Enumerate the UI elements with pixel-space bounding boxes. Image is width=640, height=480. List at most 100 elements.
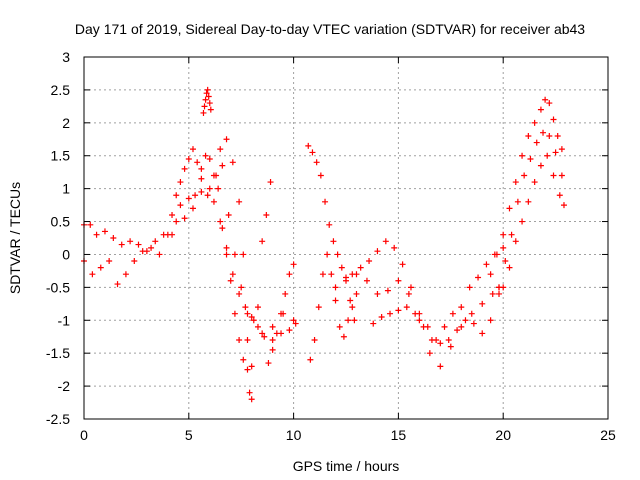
y-tick-label: 0 xyxy=(62,246,70,262)
series-track-n xyxy=(496,129,565,297)
data-point xyxy=(500,244,507,251)
data-point xyxy=(244,337,251,344)
data-point xyxy=(454,327,461,334)
x-tick-label: 20 xyxy=(495,427,511,443)
data-point xyxy=(334,251,341,258)
data-point xyxy=(560,202,567,209)
data-point xyxy=(317,172,324,179)
data-point xyxy=(238,284,245,291)
data-point xyxy=(405,290,412,297)
data-point xyxy=(343,274,349,281)
data-point xyxy=(148,244,155,251)
data-point xyxy=(207,106,214,113)
data-point xyxy=(93,231,100,238)
data-point xyxy=(387,310,394,317)
data-point xyxy=(378,313,385,320)
data-point xyxy=(374,290,381,297)
series-track-a xyxy=(81,175,299,344)
data-point xyxy=(177,179,184,186)
data-point xyxy=(290,261,297,268)
y-tick-label: 3 xyxy=(62,49,70,65)
x-tick-label: 5 xyxy=(185,427,193,443)
data-point xyxy=(189,205,196,212)
data-point xyxy=(206,185,213,192)
data-point xyxy=(319,271,326,278)
data-point xyxy=(537,162,544,169)
data-point xyxy=(531,119,538,126)
data-point xyxy=(181,215,188,222)
data-point xyxy=(223,251,230,258)
data-point xyxy=(110,235,117,241)
data-point xyxy=(349,304,356,311)
y-tick-label: -1 xyxy=(58,312,71,328)
data-point xyxy=(198,175,205,182)
series-track-l xyxy=(370,284,503,347)
data-point xyxy=(519,152,526,159)
data-point xyxy=(487,271,494,278)
data-point xyxy=(544,152,551,159)
data-point xyxy=(89,271,96,278)
data-point xyxy=(447,343,454,350)
data-point xyxy=(194,159,201,166)
data-point xyxy=(269,337,276,344)
x-axis-title: GPS time / hours xyxy=(293,458,400,474)
data-point xyxy=(87,221,94,228)
data-point xyxy=(282,290,289,297)
data-point xyxy=(353,290,360,297)
series-track-o xyxy=(500,152,567,291)
x-tick-label: 15 xyxy=(391,427,407,443)
data-point xyxy=(313,159,320,166)
data-point xyxy=(426,350,433,357)
data-point xyxy=(546,132,553,139)
data-point xyxy=(248,313,255,320)
data-point xyxy=(540,129,547,136)
data-point xyxy=(219,225,226,232)
data-point xyxy=(533,139,540,146)
y-tick-label: -2.5 xyxy=(46,411,70,427)
data-point xyxy=(437,340,444,347)
data-point xyxy=(267,179,274,186)
data-point xyxy=(506,205,513,212)
data-point xyxy=(407,284,414,291)
data-point xyxy=(403,304,410,311)
data-point xyxy=(550,116,557,123)
data-point xyxy=(351,317,358,324)
data-point xyxy=(466,284,473,291)
series-track-k xyxy=(332,271,503,370)
data-point xyxy=(114,281,121,288)
data-point xyxy=(537,106,544,113)
data-point xyxy=(203,90,210,97)
series-track-g xyxy=(265,261,297,367)
data-point xyxy=(127,238,134,245)
data-point xyxy=(152,238,159,245)
data-point xyxy=(336,323,343,330)
data-point xyxy=(531,179,538,186)
data-point xyxy=(506,264,513,271)
data-point xyxy=(493,251,500,258)
data-point xyxy=(169,211,176,218)
data-point xyxy=(177,202,184,209)
y-tick-label: 2.5 xyxy=(51,82,71,98)
data-point xyxy=(210,198,217,205)
data-point xyxy=(357,264,364,271)
data-point xyxy=(552,149,559,156)
data-point xyxy=(259,330,266,337)
data-point xyxy=(181,165,188,172)
y-tick-label: 0.5 xyxy=(51,214,71,230)
data-point xyxy=(508,231,515,238)
data-point xyxy=(286,327,293,334)
data-point xyxy=(156,251,163,258)
x-tick-label: 0 xyxy=(80,427,88,443)
data-point xyxy=(240,251,247,258)
data-point xyxy=(479,300,486,307)
data-point xyxy=(500,231,507,238)
data-point xyxy=(483,261,490,268)
data-point xyxy=(322,198,329,205)
data-point xyxy=(462,317,469,324)
y-tick-label: 1.5 xyxy=(51,148,71,164)
data-point xyxy=(489,290,496,297)
series-track-j xyxy=(349,238,507,344)
data-point xyxy=(384,287,391,294)
x-tick-label: 10 xyxy=(286,427,302,443)
